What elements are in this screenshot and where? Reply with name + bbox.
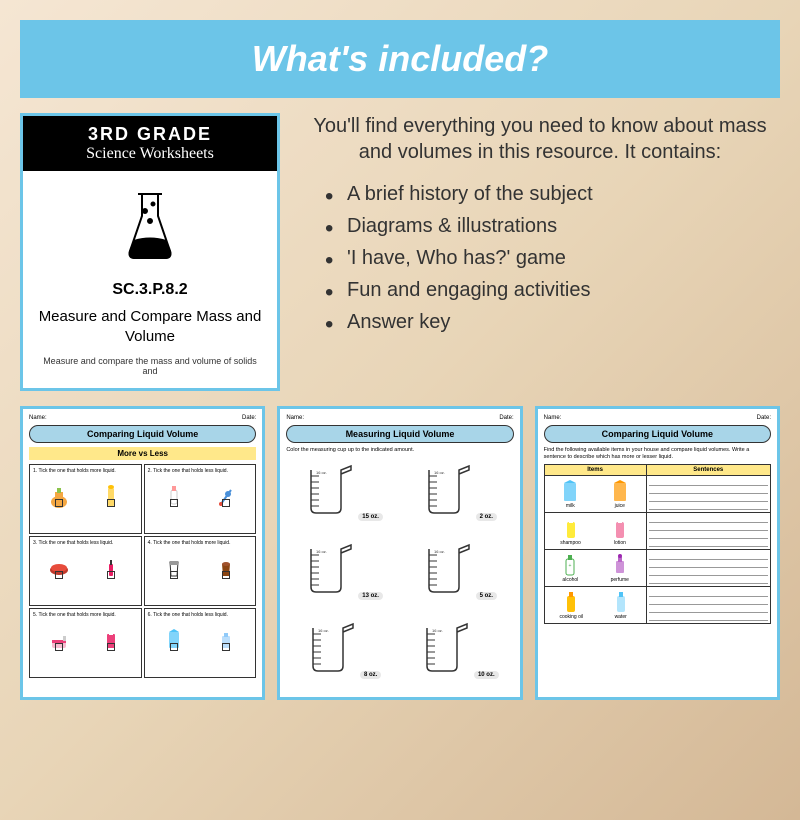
description-intro: You'll find everything you need to know …: [300, 113, 780, 165]
worksheet-2: Name: Date: Measuring Liquid Volume Colo…: [277, 406, 522, 700]
svg-text:16 oz.: 16 oz.: [434, 470, 445, 475]
item-label: juice: [610, 503, 630, 509]
cell-text: 3. Tick the one that holds less liquid.: [33, 540, 138, 546]
bullet-item: 'I have, Who has?' game: [325, 244, 780, 272]
bullet-item: Diagrams & illustrations: [325, 212, 780, 240]
ws2-date: Date:: [499, 415, 513, 421]
cup-cell: 16 oz. 15 oz.: [286, 458, 398, 533]
cover-header: 3RD GRADE Science Worksheets: [23, 116, 277, 171]
top-section: 3RD GRADE Science Worksheets SC.3.P.8.2 …: [0, 113, 800, 391]
svg-text:16 oz.: 16 oz.: [432, 628, 443, 633]
col-sentences: Sentences: [646, 465, 770, 476]
cup-label: 8 oz.: [360, 671, 381, 679]
cup-cell: 16 oz. 2 oz.: [402, 458, 514, 533]
cup-label: 13 oz.: [358, 592, 383, 600]
worksheet-3: Name: Date: Comparing Liquid Volume Find…: [535, 406, 780, 700]
cup-label: 15 oz.: [358, 513, 383, 521]
svg-text:16 oz.: 16 oz.: [434, 549, 445, 554]
svg-text:16 oz.: 16 oz.: [316, 549, 327, 554]
item-label: perfume: [610, 577, 630, 583]
ws1-title: Comparing Liquid Volume: [29, 425, 256, 443]
col-items: Items: [544, 465, 646, 476]
cover-subtitle: Science Worksheets: [31, 145, 269, 163]
ws1-cell-2: 2. Tick the one that holds less liquid.: [144, 464, 257, 534]
item-label: alcohol: [560, 577, 580, 583]
cup-cell: 16 oz. 10 oz.: [402, 616, 514, 691]
ws1-cell-6: 6. Tick the one that holds less liquid.: [144, 608, 257, 678]
cover-code: SC.3.P.8.2: [35, 281, 265, 299]
ws3-instruction: Find the following available items in yo…: [544, 447, 771, 460]
cup-cell: 16 oz. 5 oz.: [402, 537, 514, 612]
ws1-name: Name:: [29, 415, 47, 421]
svg-text:16 oz.: 16 oz.: [318, 628, 329, 633]
cell-text: 6. Tick the one that holds less liquid.: [148, 612, 253, 618]
item-label: water: [611, 614, 631, 620]
flask-icon: [120, 186, 180, 266]
cell-text: 1. Tick the one that holds more liquid.: [33, 468, 138, 474]
ws1-subtitle: More vs Less: [29, 447, 256, 460]
cover-card: 3RD GRADE Science Worksheets SC.3.P.8.2 …: [20, 113, 280, 391]
worksheet-1: Name: Date: Comparing Liquid Volume More…: [20, 406, 265, 700]
svg-text:16 oz.: 16 oz.: [316, 470, 327, 475]
ws3-title: Comparing Liquid Volume: [544, 425, 771, 443]
ws3-name: Name:: [544, 415, 562, 421]
item-label: shampoo: [560, 540, 581, 546]
worksheets-row: Name: Date: Comparing Liquid Volume More…: [0, 406, 800, 700]
ws1-cell-1: 1. Tick the one that holds more liquid.: [29, 464, 142, 534]
item-label: milk: [560, 503, 580, 509]
cover-desc: Measure and compare the mass and volume …: [35, 356, 265, 376]
ws1-cell-3: 3. Tick the one that holds less liquid.: [29, 536, 142, 606]
header-banner: What's included?: [20, 20, 780, 98]
cover-grade: 3RD GRADE: [31, 124, 269, 145]
ws1-date: Date:: [242, 415, 256, 421]
cell-text: 5. Tick the one that holds more liquid.: [33, 612, 138, 618]
item-label: cooking oil: [559, 614, 583, 620]
svg-text:+: +: [569, 563, 572, 569]
items-table: Items Sentences milk juice shampoo lotio…: [544, 464, 771, 624]
description-panel: You'll find everything you need to know …: [300, 113, 780, 391]
ws2-name: Name:: [286, 415, 304, 421]
ws1-cell-5: 5. Tick the one that holds more liquid.: [29, 608, 142, 678]
bullet-item: Fun and engaging activities: [325, 276, 780, 304]
cup-label: 5 oz.: [476, 592, 497, 600]
ws1-cell-4: 4. Tick the one that holds more liquid.: [144, 536, 257, 606]
cover-title: Measure and Compare Mass and Volume: [35, 307, 265, 346]
cup-cell: 16 oz. 13 oz.: [286, 537, 398, 612]
item-label: lotion: [610, 540, 630, 546]
cup-label: 10 oz.: [474, 671, 499, 679]
bullet-item: A brief history of the subject: [325, 180, 780, 208]
cup-cell: 16 oz. 8 oz.: [286, 616, 398, 691]
cell-text: 4. Tick the one that holds more liquid.: [148, 540, 253, 546]
cell-text: 2. Tick the one that holds less liquid.: [148, 468, 253, 474]
bullet-item: Answer key: [325, 308, 780, 336]
cup-label: 2 oz.: [476, 513, 497, 521]
ws2-title: Measuring Liquid Volume: [286, 425, 513, 443]
ws2-instruction: Color the measuring cup up to the indica…: [286, 447, 513, 454]
bullet-list: A brief history of the subject Diagrams …: [300, 180, 780, 336]
ws3-date: Date:: [757, 415, 771, 421]
